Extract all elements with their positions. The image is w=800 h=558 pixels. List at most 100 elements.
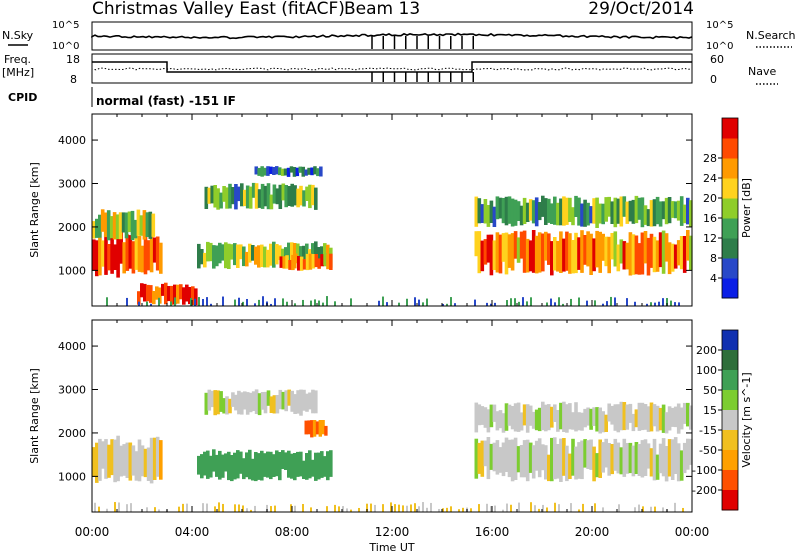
velocity-clutter-cell — [442, 508, 444, 512]
velocity-echo-cell — [228, 398, 232, 414]
velocity-echo-cell — [531, 411, 536, 429]
velocity-echo-cell — [236, 450, 240, 479]
velocity-echo-cell — [308, 392, 312, 410]
velocity-echo-cell — [586, 440, 590, 469]
power-echo-cell — [670, 201, 675, 218]
velocity-colorbar-tick-label: -200 — [692, 484, 717, 497]
power-echo-cell — [649, 233, 654, 268]
velocity-echo-cell — [598, 439, 602, 478]
velocity-echo-cell — [304, 420, 308, 435]
velocity-clutter-cell — [638, 504, 640, 512]
x-tick-label: 12:00 — [375, 525, 410, 539]
power-echo-cell — [489, 234, 494, 276]
power-echo-cell — [544, 231, 548, 261]
power-clutter-cell — [570, 298, 572, 306]
power-echo-cell — [595, 230, 599, 268]
velocity-clutter-cell — [414, 503, 416, 512]
power-echo-cell — [550, 203, 554, 224]
power-echo-cell — [233, 243, 237, 266]
power-colorbar-tick-label: 16 — [703, 212, 717, 225]
velocity-echo-cell — [583, 408, 587, 428]
power-echo-cell — [483, 199, 488, 224]
power-echo-cell — [213, 185, 217, 208]
power-echo-cell — [631, 234, 636, 275]
power-colorbar: 4 8 12 16 20 24 28 Power [dB] — [703, 117, 753, 299]
power-echo-cell — [534, 197, 539, 227]
velocity-echo-cell — [686, 438, 690, 470]
power-echo-cell — [489, 200, 494, 223]
velocity-echo-cell — [101, 441, 105, 469]
power-echo-cell — [148, 211, 153, 239]
velocity-colorbar-swatch — [722, 470, 738, 491]
power-echo-cell — [272, 241, 276, 268]
power-echo-cell — [266, 166, 270, 176]
power-clutter-cell — [650, 302, 652, 306]
power-echo-region — [137, 282, 198, 306]
power-y-tick-label: 1000 — [58, 264, 86, 277]
power-echo-cell — [113, 244, 117, 270]
power-echo-cell — [513, 231, 518, 259]
power-echo-cell — [283, 168, 288, 176]
power-echo-cell — [302, 190, 306, 207]
velocity-echo-cell — [215, 454, 219, 477]
velocity-echo-cell — [216, 390, 220, 415]
power-echo-cell — [294, 253, 298, 264]
beam-label: Beam 13 — [344, 0, 420, 19]
velocity-echo-cell — [679, 450, 684, 481]
power-clutter-cell — [282, 298, 284, 306]
power-echo-cell — [128, 235, 133, 269]
power-clutter-cell — [414, 297, 416, 306]
velocity-echo-cell — [637, 402, 642, 431]
power-echo-cell — [103, 212, 108, 238]
power-echo-cell — [280, 168, 285, 176]
power-echo-cell — [146, 284, 150, 302]
velocity-echo-cell — [507, 439, 512, 478]
power-clutter-cell — [194, 298, 196, 306]
power-echo-cell — [616, 198, 621, 224]
velocity-colorbar-tick-label: -100 — [692, 464, 717, 477]
velocity-clutter-cell — [202, 503, 204, 512]
power-clutter-cell — [606, 301, 608, 306]
velocity-echo-cell — [203, 451, 207, 476]
power-echo-cell — [589, 233, 593, 275]
power-echo-cell — [317, 247, 321, 263]
power-echo-cell — [568, 197, 572, 222]
power-clutter-cell — [314, 299, 316, 306]
x-tick-label: 20:00 — [575, 525, 610, 539]
power-echo-cell — [248, 243, 252, 263]
power-echo-cell — [137, 236, 142, 272]
power-echo-cell — [565, 197, 569, 225]
velocity-echo-cell — [595, 453, 599, 478]
velocity-echo-cell — [245, 452, 249, 478]
velocity-echo-cell — [116, 435, 120, 482]
velocity-echo-cell — [580, 440, 584, 480]
power-echo-cell — [667, 197, 672, 224]
power-echo-cell — [307, 167, 311, 175]
velocity-colorbar-swatch — [722, 350, 738, 371]
power-echo-cell — [140, 245, 145, 273]
power-echo-cell — [263, 185, 268, 207]
velocity-clutter-cell — [390, 502, 392, 512]
power-echo-cell — [237, 186, 241, 202]
power-echo-cell — [133, 219, 138, 239]
power-echo-cell — [320, 254, 324, 267]
velocity-echo-cell — [522, 440, 527, 478]
power-echo-cell — [646, 209, 651, 227]
power-echo-cell — [110, 230, 114, 274]
power-echo-cell — [289, 166, 294, 173]
velocity-echo-cell — [589, 439, 593, 470]
velocity-echo-cell — [131, 445, 136, 476]
power-clutter-cell — [562, 303, 564, 306]
velocity-echo-cell — [607, 443, 611, 476]
power-echo-cell — [673, 201, 678, 219]
power-echo-region — [474, 195, 693, 228]
power-echo-cell — [601, 203, 605, 225]
x-tick-label: 00:00 — [75, 525, 110, 539]
power-echo-cell — [116, 235, 120, 278]
power-echo-cell — [109, 216, 114, 239]
velocity-echo-cell — [522, 404, 527, 426]
velocity-echo-cell — [128, 442, 133, 481]
power-clutter-cell — [446, 303, 448, 306]
power-echo-cell — [661, 201, 666, 220]
power-colorbar-swatch — [722, 118, 738, 139]
